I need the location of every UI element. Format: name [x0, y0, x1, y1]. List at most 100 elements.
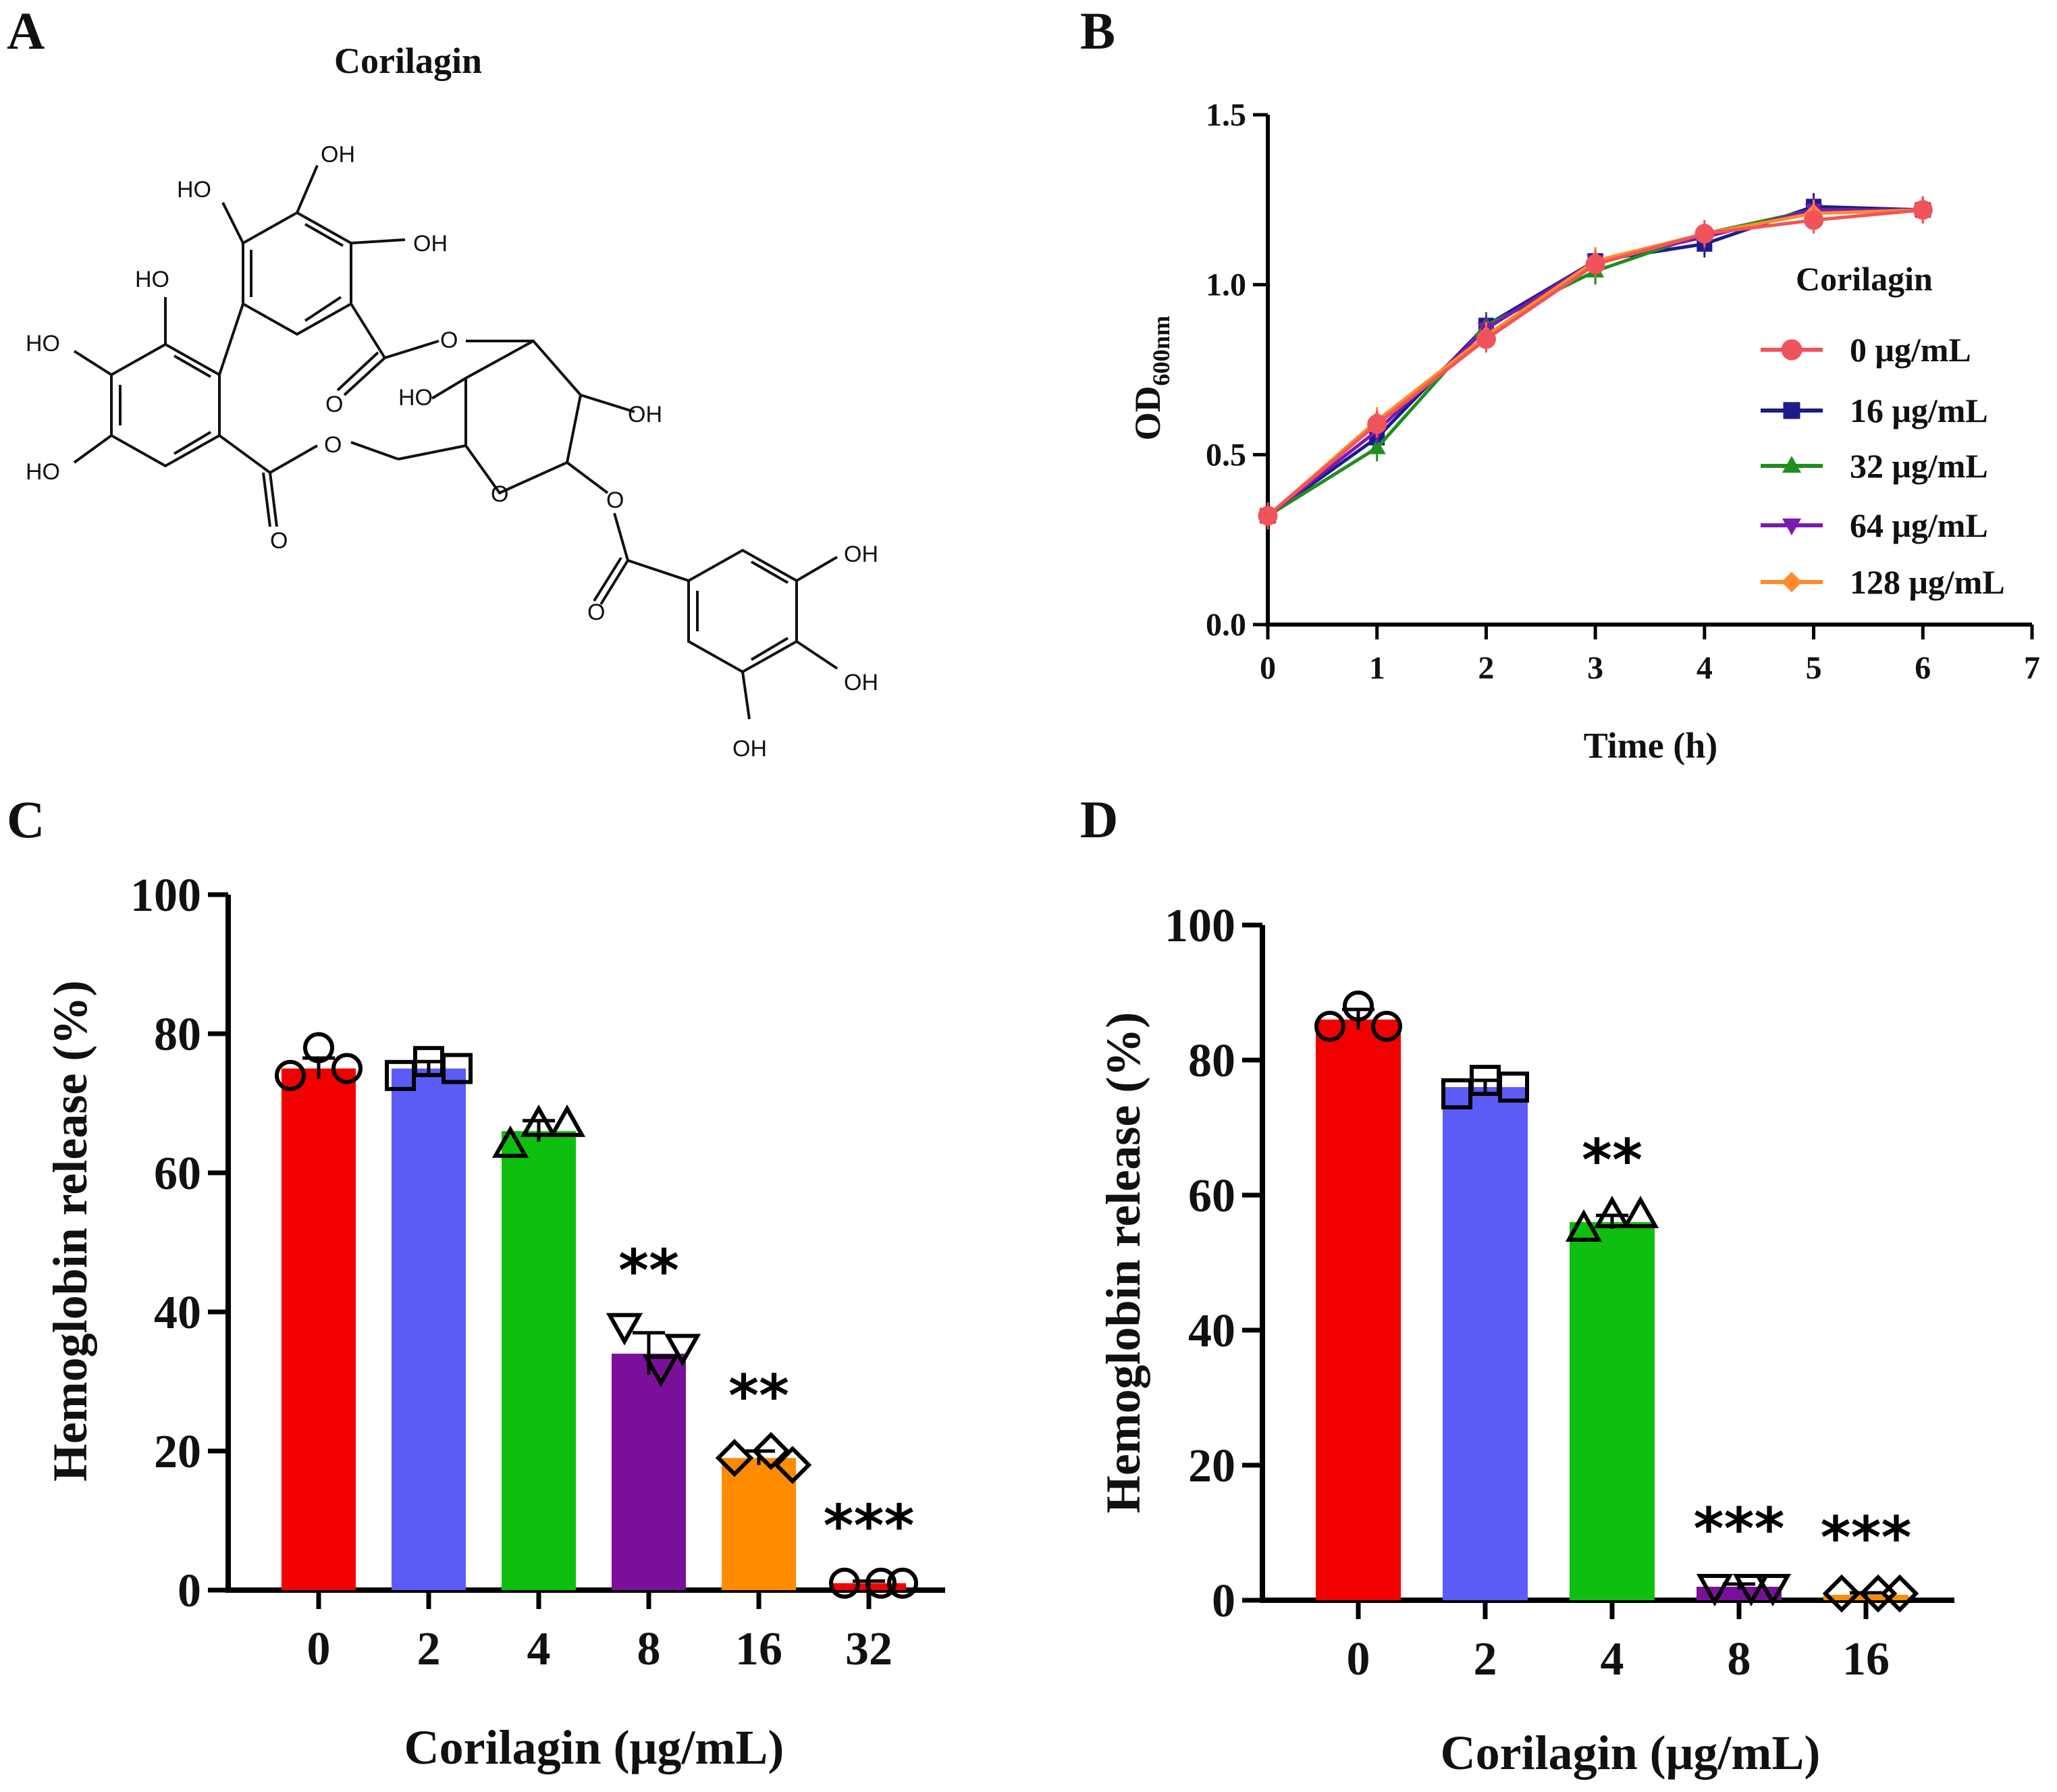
atom-label: OH — [413, 231, 448, 257]
d-bar-4 — [1570, 1222, 1655, 1600]
c-replicate-point — [887, 1567, 918, 1599]
b-x-tick-label: 1 — [1369, 650, 1385, 686]
d-x-tick-label: 4 — [1601, 1633, 1624, 1685]
c-replicate-point — [331, 1053, 363, 1084]
sugar-ring — [464, 339, 583, 495]
c-replicate-point — [773, 1446, 812, 1484]
d-x-axis-title: Corilagin (μg/mL) — [1441, 1726, 1821, 1780]
b-legend-title: Corilagin — [1796, 260, 1933, 298]
d-replicate-point — [1343, 991, 1374, 1022]
b-x-tick-label: 2 — [1478, 650, 1494, 686]
c-x-tick-label: 0 — [307, 1623, 331, 1675]
b-x-tick-label: 7 — [2024, 650, 2040, 686]
b-legend-marker — [1782, 456, 1802, 473]
panel-letter-a: A — [7, 1, 45, 60]
panel-letter-c: C — [7, 790, 45, 849]
c-y-axis-title: Hemoglobin release (%) — [43, 980, 97, 1482]
panel-c: C 0 20 40 60 80 100 0 2 4 8 ** 16 ** 32 *** Corilagin … — [7, 790, 945, 1774]
c-replicate-point — [303, 1032, 334, 1063]
atom-label: O — [325, 392, 343, 417]
c-x-tick-label: 32 — [845, 1623, 892, 1675]
panel-d: D 0 20 40 60 80 100 0 2 4 ** 8 *** 16 *** Corilagin (… — [1080, 790, 1954, 1780]
d-x-tick-label: 8 — [1728, 1633, 1751, 1685]
atom-label: HO — [398, 385, 433, 411]
upper-aromatic-ring — [242, 211, 352, 336]
d-replicate-point — [1371, 1011, 1402, 1042]
panel-letter-b: B — [1080, 1, 1115, 60]
b-y-tick-label: 0.0 — [1206, 607, 1246, 643]
c-x-tick-label: 4 — [527, 1623, 551, 1675]
b-x-tick-label: 3 — [1587, 650, 1603, 686]
c-y-tick-label: 0 — [178, 1565, 201, 1617]
c-bar-8 — [612, 1353, 686, 1590]
b-data-point — [1804, 210, 1824, 230]
c-bar-2 — [392, 1068, 466, 1590]
atom-label: O — [606, 487, 624, 513]
c-bar-0 — [282, 1068, 356, 1590]
c-replicate-point — [664, 1334, 701, 1367]
atom-label: HO — [26, 459, 60, 485]
d-y-tick-label: 60 — [1188, 1170, 1235, 1222]
b-data-point — [1476, 329, 1496, 349]
c-replicate-point — [751, 1431, 791, 1471]
b-legend-marker — [1781, 339, 1802, 361]
b-legend-label: 16 μg/mL — [1850, 392, 1988, 429]
d-replicate-point — [1622, 1195, 1659, 1228]
atom-label: O — [491, 481, 508, 507]
d-y-tick-label: 0 — [1212, 1575, 1235, 1627]
d-replicate-point — [1593, 1195, 1631, 1228]
panel-a: A Corilagin — [7, 1, 878, 762]
b-x-tick-label: 5 — [1806, 650, 1822, 686]
c-x-tick-label: 16 — [735, 1623, 782, 1675]
c-replicate-point — [829, 1567, 860, 1599]
corilagin-structure — [73, 165, 838, 720]
b-legend-marker — [1781, 571, 1802, 593]
b-data-point — [1258, 506, 1278, 526]
molecule-atom-labels: OH HO OH HO HO HO O O O HO OH O O O O OH… — [26, 142, 878, 762]
d-y-tick-label: 80 — [1188, 1035, 1235, 1087]
c-y-tick-label: 60 — [154, 1148, 201, 1200]
d-replicate-point — [1822, 1574, 1861, 1613]
d-replicate-point — [1498, 1072, 1529, 1103]
b-legend-marker — [1782, 518, 1802, 535]
c-x-tick-label: 2 — [417, 1623, 441, 1675]
c-replicate-point — [642, 1354, 680, 1388]
atom-label: OH — [321, 142, 355, 167]
b-legend-label: 32 μg/mL — [1850, 447, 1988, 485]
atom-label: OH — [628, 402, 662, 427]
c-y-tick-label: 40 — [154, 1287, 201, 1339]
c-replicate-point — [715, 1439, 754, 1477]
d-x-tick-label: 0 — [1347, 1633, 1370, 1685]
b-legend-label: 128 μg/mL — [1850, 563, 2005, 601]
b-legend-marker — [1783, 402, 1800, 419]
c-y-tick-label: 20 — [154, 1426, 201, 1478]
c-x-tick-label: 8 — [637, 1623, 661, 1675]
d-significance-label: ** — [1582, 1127, 1642, 1194]
d-y-axis-title: Hemoglobin release (%) — [1096, 1012, 1150, 1514]
c-x-axis-title: Corilagin (μg/mL) — [404, 1720, 784, 1774]
hemolysis-bar-chart-d: 0 20 40 60 80 100 0 2 4 ** 8 *** 16 *** — [1165, 900, 1954, 1685]
b-y-tick-label: 1.5 — [1206, 97, 1246, 133]
d-replicate-point — [1732, 1574, 1770, 1607]
b-legend: 0 μg/mL 16 μg/mL 32 μg/mL 64 μg/mL 128 μg/mL — [1761, 331, 2005, 601]
d-significance-label: *** — [1694, 1496, 1785, 1563]
b-data-point — [1694, 223, 1715, 244]
d-replicate-point — [1754, 1574, 1792, 1607]
d-x-tick-label: 16 — [1842, 1633, 1890, 1685]
b-data-point — [1368, 438, 1386, 454]
d-replicate-point — [1565, 1209, 1603, 1242]
c-bar-4 — [502, 1131, 576, 1590]
atom-label: HO — [26, 331, 60, 357]
molecule-title: Corilagin — [334, 41, 482, 81]
c-y-tick-label: 100 — [130, 870, 201, 922]
d-bar-2 — [1443, 1087, 1528, 1600]
c-replicate-point — [606, 1313, 643, 1346]
c-significance-label: ** — [728, 1363, 789, 1430]
c-replicate-point — [491, 1125, 529, 1158]
b-y-tick-label: 0.5 — [1206, 437, 1246, 473]
d-y-tick-label: 20 — [1188, 1440, 1235, 1492]
d-replicate-point — [1880, 1574, 1919, 1613]
b-data-point — [1913, 200, 1933, 220]
b-x-tick-label: 0 — [1260, 650, 1276, 686]
atom-label: OH — [844, 542, 878, 567]
